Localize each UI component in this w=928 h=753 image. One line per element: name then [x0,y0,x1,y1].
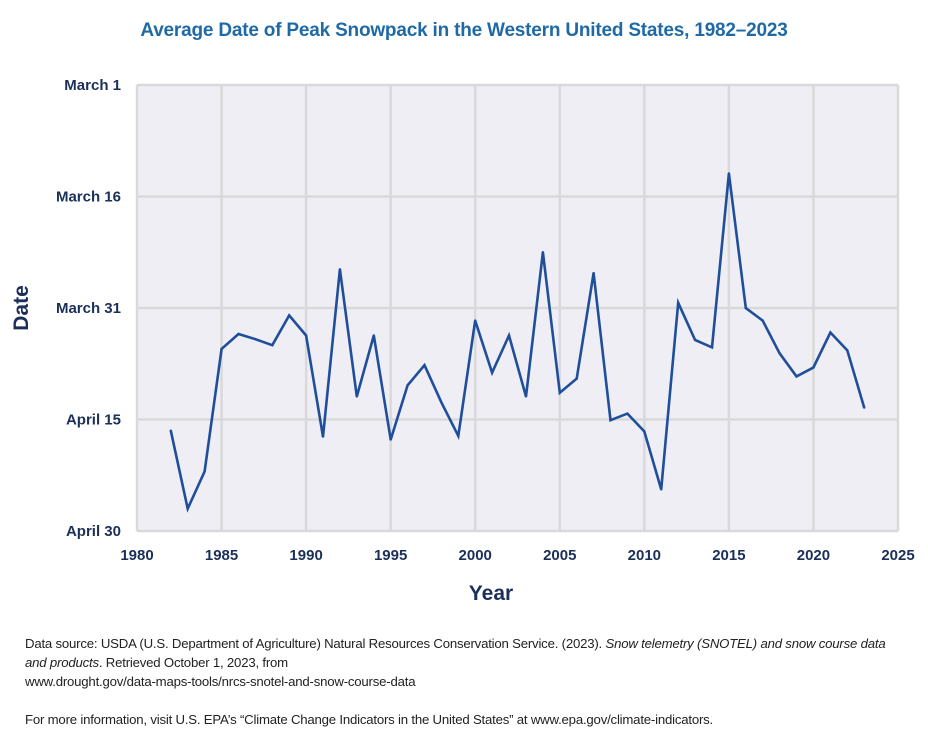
data-point [203,470,206,473]
data-point [186,507,189,510]
source-retrieved: . Retrieved October 1, 2023, from [98,655,288,670]
data-point [710,346,714,349]
data-point [609,419,612,422]
source-title: Snow telemetry (SNOTEL) and snow course … [25,636,886,670]
more-info-note: For more information, visit U.S. EPA’s “… [25,712,714,727]
y-tick-label: March 31 [56,300,121,317]
x-tick-label: 2025 [881,547,914,564]
chart-title: Average Date of Peak Snowpack in the Wes… [140,20,788,41]
data-point [862,406,866,409]
series-line [169,173,866,513]
data-point [474,319,477,322]
data-point [271,343,274,347]
data-point [440,401,443,404]
source-text: Data source: USDA (U.S. Department of Ag… [25,636,606,651]
x-tick-label: 2005 [543,547,576,564]
y-axis-label: Date [10,285,33,331]
x-axis-label: Year [469,582,513,605]
data-point [490,371,494,374]
data-point [575,377,578,380]
x-tick-label: 2000 [459,547,492,564]
data-point [761,319,764,322]
data-point [355,395,359,398]
data-point [812,366,815,369]
data-point [507,334,511,337]
data-point [169,429,173,432]
data-point [304,334,308,337]
data-point [744,306,747,310]
data-point [846,349,849,352]
x-tick-label: 1980 [120,547,153,564]
x-tick-label: 1995 [374,547,407,564]
y-tick-label: April 30 [66,523,121,540]
data-point [727,172,731,175]
data-point [372,334,375,337]
data-point [541,251,545,254]
data-point [693,338,697,342]
data-point [457,434,460,438]
data-point [626,412,629,415]
x-tick-label: 2010 [628,547,661,564]
data-point [423,364,426,367]
data-point [829,331,832,334]
y-tick-label: April 15 [66,412,121,429]
data-point [220,347,223,351]
data-point [778,352,781,355]
data-point [237,332,240,336]
data-point [321,435,325,438]
data-point [406,384,409,387]
data-point [254,338,257,341]
data-point [558,391,561,394]
x-tick-label: 2015 [712,547,745,564]
data-point [643,430,646,433]
x-tick-label: 1985 [205,547,238,564]
data-point [338,268,342,271]
data-point [660,488,663,491]
data-source-note: Data source: USDA (U.S. Department of Ag… [25,634,905,691]
x-tick-label: 1990 [289,547,322,564]
x-tick-label: 2020 [797,547,830,564]
data-point [676,301,680,304]
y-tick-label: March 16 [56,189,121,206]
data-point [592,271,595,275]
source-url: www.drought.gov/data-maps-tools/nrcs-sno… [25,674,416,689]
data-point [389,438,392,441]
data-point [795,375,798,378]
data-point [288,314,291,317]
data-point [524,395,528,398]
y-tick-label: March 1 [64,77,121,94]
